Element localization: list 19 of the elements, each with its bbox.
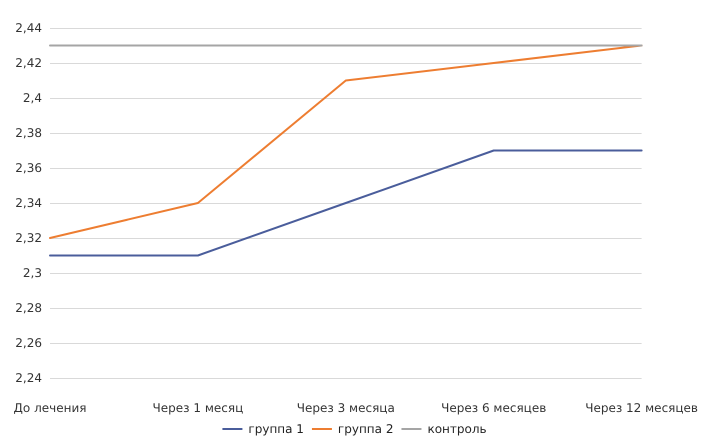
legend-label: группа 1	[248, 422, 304, 436]
y-tick-label: 2,38	[15, 126, 42, 140]
y-tick-label: 2,4	[22, 91, 42, 105]
y-tick-label: 2,32	[15, 231, 42, 245]
x-tick-label: Через 6 месяцев	[441, 401, 546, 415]
y-tick-label: 2,36	[15, 161, 42, 175]
x-tick-label: Через 3 месяца	[296, 401, 395, 415]
x-tick-label: До лечения	[14, 401, 86, 415]
y-tick-label: 2,24	[15, 371, 42, 385]
y-tick-label: 2,28	[15, 301, 42, 315]
x-tick-label: Через 12 месяцев	[585, 401, 698, 415]
y-tick-label: 2,3	[22, 266, 42, 280]
legend-label: контроль	[427, 422, 487, 436]
y-tick-label: 2,34	[15, 196, 42, 210]
y-tick-label: 2,42	[15, 56, 42, 70]
legend-label: группа 2	[338, 422, 394, 436]
y-tick-label: 2,26	[15, 336, 42, 350]
y-tick-label: 2,44	[15, 21, 42, 35]
x-tick-label: Через 1 месяц	[152, 401, 244, 415]
